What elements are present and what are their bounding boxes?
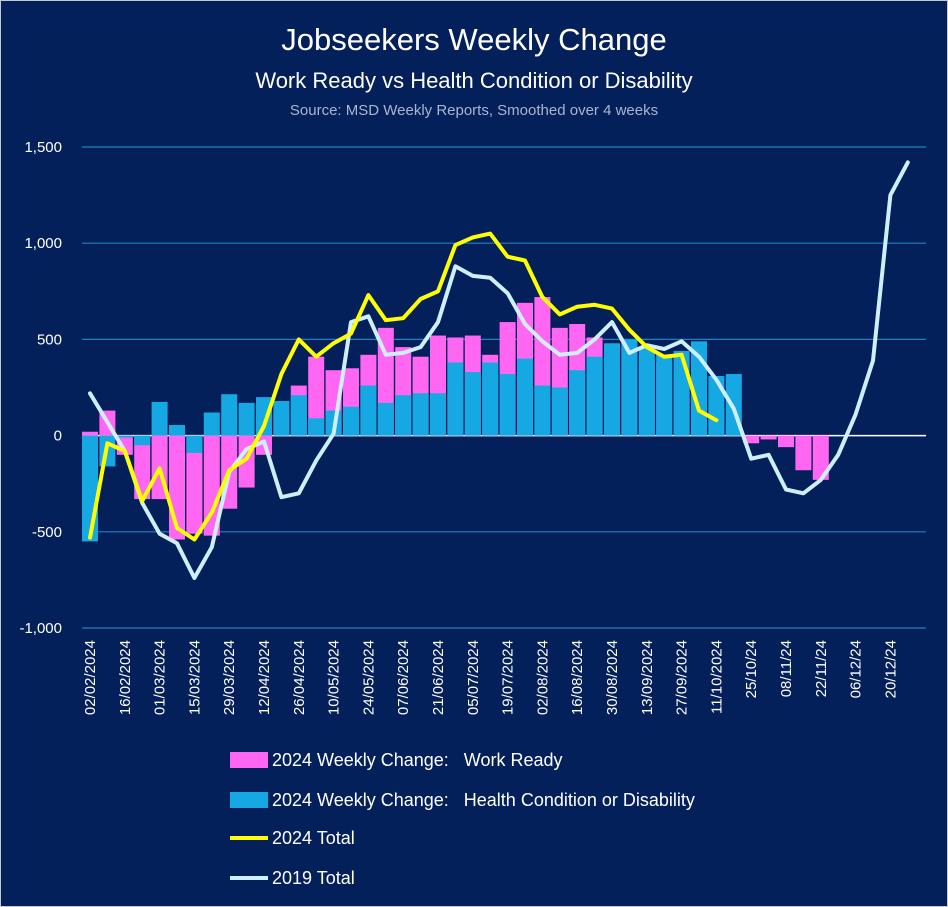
bar-health-condition [134,435,151,446]
legend-swatch-health-condition [230,792,268,808]
bar-health-condition [429,393,447,436]
x-tick-label: 29/03/2024 [221,640,238,715]
y-tick-label: 1,000 [24,235,62,252]
line-2024-total [88,231,719,542]
line-2019-total [88,160,910,580]
x-tick-label: 02/08/2024 [534,640,551,715]
bar-health-condition [395,395,412,436]
bar-work-ready [308,356,325,436]
x-tick-label: 16/08/2024 [569,640,586,715]
chart-source: Source: MSD Weekly Reports, Smoothed ove… [289,102,659,119]
x-tick-label: 25/10/24 [743,640,760,698]
x-tick-label: 15/03/2024 [186,640,203,715]
bar-health-condition [464,372,481,436]
bar-health-condition [569,370,586,436]
bar-work-ready [812,435,829,480]
y-tick-label: 1,500 [24,139,62,156]
x-tick-label: 20/12/24 [882,640,899,698]
bar-work-ready [81,431,99,436]
bar-health-condition [586,356,603,436]
x-tick-label: 21/06/2024 [430,640,447,715]
x-tick-label: 22/11/24 [813,640,830,697]
legend-label-health-condition: 2024 Weekly Change: Health Condition or … [272,790,695,810]
bar-health-condition [81,435,99,542]
bar-health-condition [342,406,360,436]
bar-health-condition [621,339,638,436]
legend-swatch-work-ready [230,752,268,768]
x-tick-label: 10/05/2024 [326,640,343,715]
chart-title: Jobseekers Weekly Change [281,22,667,57]
x-tick-label: 11/10/2024 [708,640,725,714]
bar-health-condition [186,435,203,453]
bar-health-condition [673,350,690,436]
y-tick-label: -500 [32,524,62,541]
bar-health-condition [638,347,655,436]
bar-work-ready [134,435,151,500]
x-tick-label: 19/07/2024 [500,640,517,715]
x-tick-label: 30/08/2024 [604,640,621,715]
bar-health-condition [656,354,673,436]
bar-health-condition [377,402,394,436]
x-tick-label: 12/04/2024 [256,640,273,715]
bar-work-ready [795,435,812,471]
bar-health-condition [116,435,133,438]
bar-work-ready [760,435,777,440]
bar-health-condition [534,385,551,436]
legend-label-2024-total: 2024 Total [272,828,355,848]
bar-health-condition [499,374,516,436]
bar-health-condition [516,358,534,436]
x-tick-label: 01/03/2024 [152,640,169,715]
bar-health-condition [151,401,168,436]
bar-health-condition [168,425,186,436]
bar-health-condition [708,375,725,436]
x-tick-label: 16/02/2024 [117,640,134,715]
x-tick-label: 06/12/24 [848,640,865,698]
bar-health-condition [255,397,273,436]
bar-health-condition [447,362,464,436]
bar-health-condition [221,394,238,436]
y-tick-label: 500 [37,331,62,348]
bar-health-condition [308,418,325,436]
bar-health-condition [360,385,377,436]
bar-health-condition [603,343,621,436]
bar-health-condition [482,362,499,436]
chart-subtitle: Work Ready vs Health Condition or Disabi… [255,68,693,93]
x-tick-label: 13/09/2024 [639,640,656,715]
x-tick-label: 26/04/2024 [291,640,308,715]
x-tick-label: 05/07/2024 [465,640,482,715]
x-tick-label: 27/09/2024 [674,640,691,715]
bar-health-condition [273,400,290,436]
legend-label-2019-total: 2019 Total [272,868,355,888]
bar-health-condition [238,402,255,436]
bar-health-condition [290,395,307,436]
bar-work-ready [777,435,795,448]
bar-work-ready [186,435,203,534]
x-tick-label: 02/02/2024 [82,640,99,715]
legend-label-work-ready: 2024 Weekly Change: Work Ready [272,750,563,770]
x-tick-label: 24/05/2024 [360,640,377,715]
x-tick-label: 07/06/2024 [395,640,412,715]
bar-health-condition [203,412,220,436]
y-tick-label: 0 [54,428,62,445]
y-tick-label: -1,000 [19,620,62,637]
x-tick-label: 08/11/24 [778,640,795,697]
bar-health-condition [551,387,568,436]
bar-work-ready [203,435,220,536]
legend: 2024 Weekly Change: Work Ready 2024 Weekl… [230,750,695,888]
bar-health-condition [412,393,429,436]
bar-work-ready [743,435,760,444]
